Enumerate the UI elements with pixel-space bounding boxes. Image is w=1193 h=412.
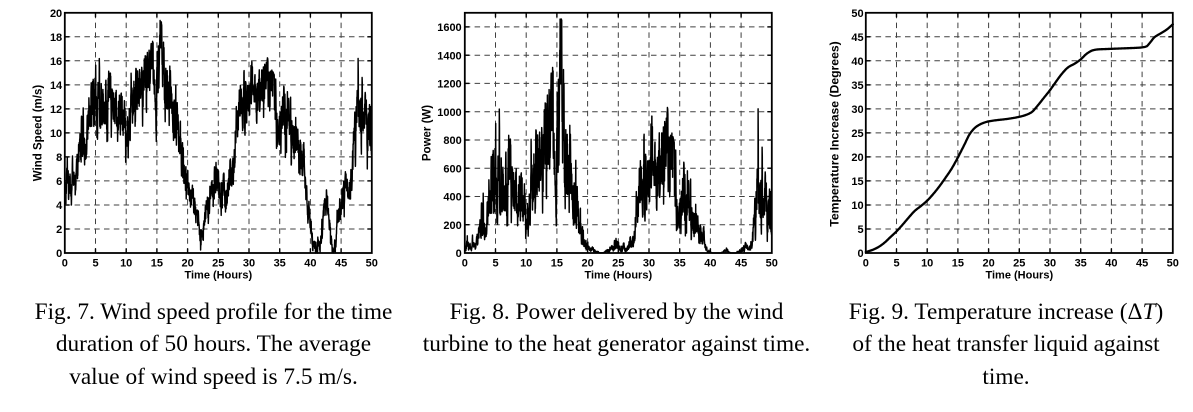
svg-text:40: 40 <box>704 257 716 269</box>
svg-text:20: 20 <box>50 8 62 20</box>
svg-text:600: 600 <box>443 163 461 175</box>
svg-text:Temperature Increase (Degrees): Temperature Increase (Degrees) <box>828 41 842 226</box>
svg-text:Wind Speed (m/s): Wind Speed (m/s) <box>33 85 45 182</box>
svg-text:5: 5 <box>492 257 498 269</box>
svg-text:25: 25 <box>612 257 624 269</box>
svg-text:0: 0 <box>56 248 62 260</box>
svg-text:25: 25 <box>1013 257 1025 269</box>
svg-text:0: 0 <box>863 257 869 269</box>
svg-text:50: 50 <box>366 257 378 269</box>
svg-text:10: 10 <box>520 257 532 269</box>
svg-text:1000: 1000 <box>437 107 461 119</box>
svg-text:45: 45 <box>1136 257 1148 269</box>
svg-text:Time (Hours): Time (Hours) <box>584 269 652 281</box>
svg-text:40: 40 <box>851 56 863 68</box>
svg-text:35: 35 <box>1075 257 1087 269</box>
svg-text:30: 30 <box>643 257 655 269</box>
svg-text:0: 0 <box>462 257 468 269</box>
svg-text:14: 14 <box>50 80 63 92</box>
svg-text:10: 10 <box>120 257 132 269</box>
svg-text:20: 20 <box>181 257 193 269</box>
svg-text:45: 45 <box>735 257 747 269</box>
svg-text:50: 50 <box>851 8 863 20</box>
svg-text:5: 5 <box>893 257 899 269</box>
svg-text:35: 35 <box>674 257 686 269</box>
svg-text:10: 10 <box>921 257 933 269</box>
svg-text:45: 45 <box>335 257 347 269</box>
svg-text:200: 200 <box>443 220 461 232</box>
svg-text:15: 15 <box>851 176 863 188</box>
svg-text:6: 6 <box>56 176 62 188</box>
svg-text:15: 15 <box>151 257 163 269</box>
svg-text:20: 20 <box>851 152 863 164</box>
svg-text:25: 25 <box>212 257 224 269</box>
svg-text:35: 35 <box>851 80 863 92</box>
svg-text:35: 35 <box>274 257 286 269</box>
svg-text:1600: 1600 <box>437 22 461 34</box>
svg-text:5: 5 <box>857 224 863 236</box>
svg-text:20: 20 <box>581 257 593 269</box>
svg-text:30: 30 <box>851 104 863 116</box>
svg-text:0: 0 <box>857 248 863 260</box>
svg-text:10: 10 <box>851 200 863 212</box>
svg-text:30: 30 <box>1044 257 1056 269</box>
svg-text:18: 18 <box>50 32 62 44</box>
svg-text:8: 8 <box>56 152 62 164</box>
svg-text:16: 16 <box>50 56 62 68</box>
svg-text:25: 25 <box>851 128 863 140</box>
svg-text:0: 0 <box>62 257 68 269</box>
svg-text:1200: 1200 <box>437 79 461 91</box>
svg-text:Power (W): Power (W) <box>422 105 434 161</box>
svg-text:5: 5 <box>92 257 98 269</box>
svg-text:30: 30 <box>243 257 255 269</box>
svg-text:15: 15 <box>952 257 964 269</box>
svg-text:Time (Hours): Time (Hours) <box>184 269 252 281</box>
svg-text:10: 10 <box>50 128 62 140</box>
svg-text:12: 12 <box>50 104 62 116</box>
svg-text:40: 40 <box>1105 257 1117 269</box>
svg-text:20: 20 <box>982 257 994 269</box>
svg-text:50: 50 <box>1167 257 1179 269</box>
svg-text:50: 50 <box>766 257 778 269</box>
svg-text:45: 45 <box>851 32 863 44</box>
svg-text:40: 40 <box>304 257 316 269</box>
svg-text:15: 15 <box>551 257 563 269</box>
svg-text:Time (Hours): Time (Hours) <box>985 269 1053 281</box>
svg-text:800: 800 <box>443 135 461 147</box>
svg-text:2: 2 <box>56 224 62 236</box>
svg-text:400: 400 <box>443 192 461 204</box>
svg-text:1400: 1400 <box>437 50 461 62</box>
svg-text:4: 4 <box>56 200 63 212</box>
svg-text:0: 0 <box>456 248 462 260</box>
